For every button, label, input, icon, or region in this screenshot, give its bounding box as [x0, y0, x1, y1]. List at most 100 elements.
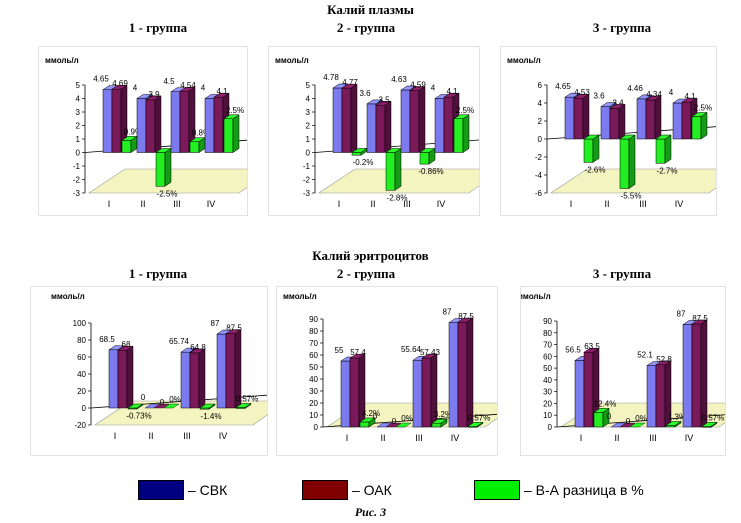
y-tick-label: 30 — [543, 388, 552, 397]
data-label-oak: 0 — [626, 417, 631, 426]
bar-diff-II — [163, 403, 180, 409]
y-tick-label: 90 — [309, 315, 318, 324]
data-label-oak: 63.5 — [584, 342, 600, 351]
data-label-oak: 4.53 — [574, 88, 590, 97]
y-tick-label: 6 — [538, 81, 543, 90]
x-tick-label: I — [114, 431, 117, 441]
data-label-diff: -5.5% — [621, 192, 642, 201]
bar-diff-I — [121, 135, 138, 153]
legend-label-oak: – ОАК — [352, 482, 392, 498]
y-tick-label: 1 — [76, 135, 81, 144]
data-label-svk: 4.5 — [163, 77, 175, 86]
plasma-group2-title: 2 - группа — [336, 20, 396, 35]
legend-item-diff: – В-А разница в % — [474, 480, 644, 500]
data-label-diff: 0.57% — [468, 413, 491, 422]
data-label-oak: 87.5 — [692, 314, 708, 323]
data-label-svk: 4 — [669, 88, 674, 97]
bar-diff-III — [431, 418, 448, 428]
y-tick-label: 0 — [82, 404, 87, 413]
chart-panel-erythro-1: ммоль/л -20 0 20 40 60 80 100 68.5 68 -0.73% I 0 0 0% I… — [30, 286, 268, 456]
y-tick-label: 3 — [76, 108, 81, 117]
data-label-diff: 2.5% — [226, 106, 244, 115]
bar-diff-IV — [467, 421, 484, 428]
bar-diff-IV — [223, 114, 240, 153]
bar-oak-III — [409, 86, 426, 153]
data-label-svk: 3.6 — [359, 89, 371, 98]
x-tick-label: IV — [437, 199, 446, 209]
erythro-group1-title: 1 - группа — [128, 266, 188, 281]
bar-oak-I — [341, 83, 358, 153]
data-label-diff: -2.6% — [585, 165, 606, 174]
chart-panel-plasma-2: ммоль/л -3 -2 -1 0 1 2 3 4 5 4.78 4.77 -0.2% I 3.6 3.5 -… — [268, 46, 480, 216]
bar-oak-III — [421, 353, 438, 428]
data-label-svk: 55.64 — [401, 345, 422, 354]
y-tick-label: 0 — [76, 149, 81, 158]
legend-swatch-svk — [138, 480, 184, 500]
data-label-svk: 4.63 — [391, 75, 407, 84]
legend-swatch-oak — [302, 480, 348, 500]
bar-diff-IV — [691, 112, 708, 140]
bar-oak-II — [375, 100, 392, 153]
data-label-svk: 4 — [201, 84, 206, 93]
data-label-svk: 52.1 — [637, 351, 653, 360]
erythro-section-title: Калий эритроцитов — [312, 248, 429, 263]
data-label-diff: 1.3% — [668, 412, 686, 421]
bar-diff-II — [385, 148, 402, 191]
x-tick-label: II — [140, 199, 145, 209]
x-tick-label: II — [614, 433, 619, 443]
y-tick-label: 80 — [77, 336, 86, 345]
y-tick-label: 70 — [309, 339, 318, 348]
y-tick-label: 60 — [77, 353, 86, 362]
bar-oak-II — [145, 95, 162, 153]
x-tick-label: IV — [685, 433, 694, 443]
data-label-diff: 2.5% — [456, 106, 474, 115]
y-tick-label: 60 — [543, 352, 552, 361]
data-label-oak: 3.4 — [612, 98, 624, 107]
data-label-svk: 0 — [607, 412, 612, 421]
data-label-diff: 4.2% — [362, 409, 380, 418]
data-label-oak: 64.8 — [190, 343, 206, 352]
y-tick-label: 2 — [76, 122, 81, 131]
y-tick-label: 40 — [309, 375, 318, 384]
data-label-svk: 3.6 — [593, 92, 605, 101]
bar-oak-I — [111, 84, 128, 153]
data-label-oak: 4.1 — [684, 92, 696, 101]
x-tick-label: IV — [451, 433, 460, 443]
legend-swatch-diff — [474, 480, 520, 500]
y-tick-label: 5 — [76, 81, 81, 90]
chart-panel-erythro-3: ммоль/л 0 10 20 30 40 50 60 70 80 90 56.563.5 12.4% I… — [520, 286, 726, 456]
x-tick-label: III — [183, 431, 191, 441]
y-tick-label: 10 — [309, 411, 318, 420]
data-label-oak: 3.5 — [378, 95, 390, 104]
y-tick-label: 80 — [309, 327, 318, 336]
y-tick-label: 40 — [543, 376, 552, 385]
data-label-svk: 87 — [211, 319, 220, 328]
chart-panel-erythro-2: ммоль/л 0 10 20 30 40 50 60 70 80 90 55 57.4 4.2% I 0 0 0… — [276, 286, 498, 456]
plasma-group1-title: 1 - группа — [128, 20, 188, 35]
data-label-diff: -2.8% — [387, 193, 408, 202]
y-tick-label: -4 — [535, 171, 543, 180]
data-label-diff: 0.57% — [702, 413, 725, 422]
bar-oak-I — [573, 93, 590, 140]
erythro-group3-title: 3 - группа — [592, 266, 652, 281]
bar-oak-IV — [457, 317, 474, 428]
x-tick-label: III — [415, 433, 423, 443]
bar-diff-II — [619, 134, 636, 189]
bar-diff-II — [155, 148, 172, 187]
y-tick-label: 20 — [77, 387, 86, 396]
y-tick-label: 60 — [309, 351, 318, 360]
bar-diff-IV — [701, 421, 718, 428]
data-label-svk: 4.46 — [627, 84, 643, 93]
bar-diff-IV — [453, 114, 470, 153]
x-tick-label: I — [346, 433, 349, 443]
bar-oak-I — [117, 345, 134, 409]
y-tick-label: 90 — [543, 317, 552, 326]
bar-diff-II — [629, 422, 646, 428]
chart-panel-plasma-3: ммоль/л -6 -4 -2 0 2 4 6 4.65 4.53 -2.6% I 3.6 3.4 -5.… — [500, 46, 717, 216]
data-label-diff: 12.4% — [594, 399, 617, 408]
data-label-diff: 0% — [169, 395, 181, 404]
data-label-oak: 68 — [122, 340, 131, 349]
y-tick-label: 2 — [306, 122, 311, 131]
bar-oak-III — [645, 95, 662, 140]
